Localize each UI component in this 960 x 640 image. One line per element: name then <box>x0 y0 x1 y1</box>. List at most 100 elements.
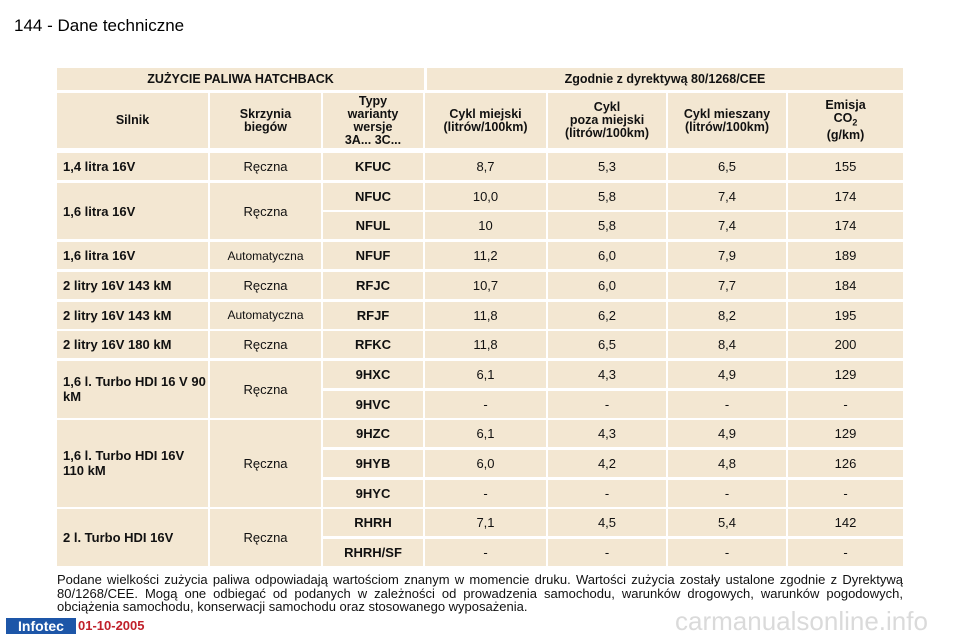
header-line: (litrów/100km) <box>443 119 528 134</box>
header-line: Cykl miejski <box>449 106 522 121</box>
gearbox-cell: Automatyczna <box>210 301 321 329</box>
value-cell: - <box>425 390 546 418</box>
type-cell: RFJC <box>323 271 423 299</box>
engine-cell: 2 l. Turbo HDI 16V <box>57 509 208 567</box>
engine-cell: 1,6 l. Turbo HDI 16V 110 kM <box>57 420 208 507</box>
table-title: ZUŻYCIE PALIWA HATCHBACK <box>57 68 424 90</box>
value-cell: 4,9 <box>668 420 786 448</box>
value-cell: - <box>425 479 546 507</box>
value-cell: 155 <box>788 153 903 180</box>
engine-cell: 2 litry 16V 143 kM <box>57 271 208 299</box>
header-cell: Skrzynia biegów <box>210 93 321 148</box>
type-cell: KFUC <box>323 153 423 180</box>
header-line: CO <box>833 110 853 125</box>
value-cell: 8,2 <box>668 301 786 329</box>
header-line: Typy <box>358 93 388 108</box>
header-cell: Cykl poza miejski (litrów/100km) <box>548 93 666 148</box>
header-cell: Cykl miejski (litrów/100km) <box>425 93 546 148</box>
value-cell: 6,2 <box>548 301 666 329</box>
value-cell: 11,8 <box>425 301 546 329</box>
type-cell: NFUC <box>323 182 423 210</box>
header-line: Emisja <box>825 97 866 112</box>
value-cell: 4,3 <box>548 360 666 388</box>
header-line: Cykl <box>593 100 621 114</box>
value-cell: - <box>425 539 546 567</box>
value-cell: 10,0 <box>425 182 546 210</box>
value-cell: 6,1 <box>425 360 546 388</box>
value-cell: 5,3 <box>548 153 666 180</box>
gearbox-cell: Automatyczna <box>210 242 321 270</box>
gearbox-cell: Ręczna <box>210 182 321 240</box>
engine-cell: 2 litry 16V 143 kM <box>57 301 208 329</box>
date: 01-10-2005 <box>78 618 145 633</box>
header-line: wersje <box>353 119 393 134</box>
gearbox-cell: Ręczna <box>210 360 321 418</box>
watermark: carmanualsonline.info <box>675 606 928 636</box>
value-cell: - <box>548 479 666 507</box>
type-cell: NFUL <box>323 212 423 240</box>
value-cell: 4,9 <box>668 360 786 388</box>
value-cell: 184 <box>788 271 903 299</box>
header-line: Silnik <box>115 113 150 127</box>
header-line: Skrzynia <box>239 106 292 121</box>
value-cell: 7,9 <box>668 242 786 270</box>
gearbox-cell: Ręczna <box>210 509 321 567</box>
value-cell: - <box>548 539 666 567</box>
value-cell: 174 <box>788 182 903 210</box>
value-cell: 10,7 <box>425 271 546 299</box>
value-cell: 8,4 <box>668 331 786 359</box>
type-cell: RHRH/SF <box>323 539 423 567</box>
value-cell: - <box>668 539 786 567</box>
value-cell: 6,5 <box>548 331 666 359</box>
subscript: 2 <box>852 117 858 128</box>
value-cell: 7,4 <box>668 182 786 210</box>
value-cell: 5,4 <box>668 509 786 537</box>
type-cell: RFKC <box>323 331 423 359</box>
value-cell: 6,1 <box>425 420 546 448</box>
type-cell: 9HVC <box>323 390 423 418</box>
value-cell: 195 <box>788 301 903 329</box>
header-line: biegów <box>243 119 288 134</box>
header-line: Cykl mieszany <box>683 106 771 121</box>
value-cell: 6,0 <box>425 450 546 477</box>
engine-cell: 1,6 litra 16V <box>57 242 208 270</box>
value-cell: 10 <box>425 212 546 240</box>
value-cell: 7,1 <box>425 509 546 537</box>
header-line: CO2 <box>833 110 858 130</box>
value-cell: 5,8 <box>548 182 666 210</box>
header-cell: Cykl mieszany (litrów/100km) <box>668 93 786 148</box>
value-cell: 142 <box>788 509 903 537</box>
value-cell: 7,4 <box>668 212 786 240</box>
gearbox-cell: Ręczna <box>210 331 321 359</box>
value-cell: 6,5 <box>668 153 786 180</box>
type-cell: 9HZC <box>323 420 423 448</box>
engine-cell: 1,6 l. Turbo HDI 16 V 90 kM <box>57 360 208 418</box>
engine-cell: 2 litry 16V 180 kM <box>57 331 208 359</box>
header-cell: Typy warianty wersje 3A... 3C... <box>323 93 423 148</box>
header-line: warianty <box>347 106 399 121</box>
type-cell: RFJF <box>323 301 423 329</box>
header-line: 3A... 3C... <box>344 132 402 147</box>
value-cell: - <box>788 390 903 418</box>
header-line: (g/km) <box>826 128 865 143</box>
gearbox-cell: Ręczna <box>210 271 321 299</box>
value-cell: 126 <box>788 450 903 477</box>
value-cell: 6,0 <box>548 242 666 270</box>
logo: Infotec <box>6 618 76 634</box>
value-cell: 174 <box>788 212 903 240</box>
value-cell: 8,7 <box>425 153 546 180</box>
type-cell: NFUF <box>323 242 423 270</box>
value-cell: 11,2 <box>425 242 546 270</box>
value-cell: 7,7 <box>668 271 786 299</box>
type-cell: 9HYB <box>323 450 423 477</box>
value-cell: 6,0 <box>548 271 666 299</box>
gearbox-cell: Ręczna <box>210 420 321 507</box>
value-cell: - <box>668 479 786 507</box>
table-title: Zgodnie z dyrektywą 80/1268/CEE <box>427 68 903 90</box>
header-cell: Emisja CO2 (g/km) <box>788 93 903 148</box>
value-cell: 189 <box>788 242 903 270</box>
engine-cell: 1,4 litra 16V <box>57 153 208 180</box>
value-cell: 4,8 <box>668 450 786 477</box>
value-cell: 129 <box>788 420 903 448</box>
